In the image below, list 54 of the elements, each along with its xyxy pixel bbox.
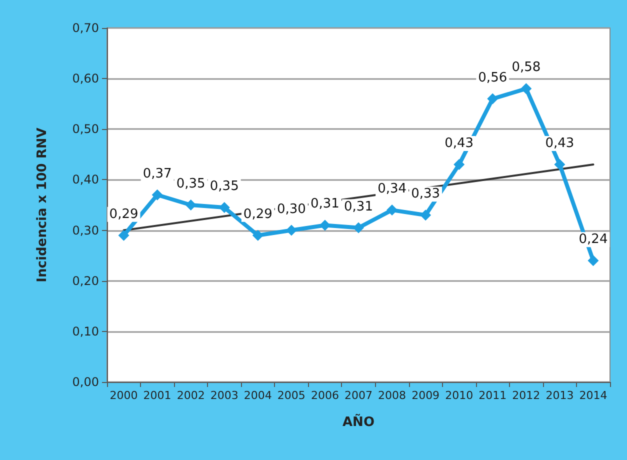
y-tick-label: 0,40 <box>72 172 99 187</box>
point <box>353 222 364 234</box>
point <box>454 159 465 170</box>
y-tick-label: 0,30 <box>72 223 99 238</box>
x-tick-label: 2012 <box>512 389 540 402</box>
data-label: 0,43 <box>545 136 574 152</box>
y-tick-label: 0,50 <box>72 122 99 136</box>
x-tick-label: 2006 <box>310 389 339 402</box>
point <box>420 210 432 221</box>
x-tick-label: 2010 <box>445 389 474 402</box>
point <box>185 200 196 210</box>
x-tick-label: 2011 <box>478 389 507 402</box>
x-tick-label: 2014 <box>579 389 608 402</box>
data-label: 0,37 <box>142 166 172 182</box>
y-tick-label: 0,10 <box>72 324 99 338</box>
y-tick-label: 0,70 <box>72 21 99 35</box>
data-label: 0,31 <box>344 199 373 214</box>
x-tick-label: 2004 <box>244 389 272 402</box>
point <box>386 204 398 216</box>
x-tick-label: 2001 <box>143 389 172 402</box>
x-tick-label: 2005 <box>277 389 306 402</box>
x-axis-title: AÑO <box>342 413 374 430</box>
point <box>252 230 264 241</box>
point <box>588 255 599 266</box>
data-label: 0,58 <box>512 60 541 76</box>
point <box>319 220 330 231</box>
x-tick-label: 2000 <box>110 389 138 402</box>
data-label: 0,35 <box>176 176 206 192</box>
data-label: 0,33 <box>411 186 440 202</box>
x-tick-label: 2002 <box>176 389 205 402</box>
point <box>152 189 163 200</box>
data-label: 0,30 <box>276 202 306 217</box>
point <box>118 230 130 241</box>
data-label: 0,43 <box>444 136 474 152</box>
point <box>520 83 532 94</box>
x-tick-label: 2013 <box>546 389 574 402</box>
x-tick-label: 2009 <box>412 389 440 402</box>
y-axis-title: Incidencia x 100 RNV <box>35 128 50 282</box>
data-label: 0,24 <box>578 232 608 248</box>
data-label: 0,34 <box>378 182 407 197</box>
x-tick-label: 2003 <box>210 389 238 402</box>
point <box>487 93 498 104</box>
data-label: 0,31 <box>310 196 340 212</box>
data-label: 0,29 <box>109 206 138 222</box>
data-label: 0,35 <box>210 179 239 194</box>
point <box>554 159 566 170</box>
y-tick-label: 0,60 <box>72 72 99 86</box>
data-label: 0,56 <box>478 70 508 86</box>
point <box>286 224 297 236</box>
y-tick-label: 0,00 <box>72 375 99 389</box>
x-tick-label: 2007 <box>344 389 372 402</box>
x-tick-label: 2008 <box>378 389 406 402</box>
y-tick-label: 0,20 <box>72 274 99 288</box>
data-label: 0,29 <box>243 206 272 222</box>
